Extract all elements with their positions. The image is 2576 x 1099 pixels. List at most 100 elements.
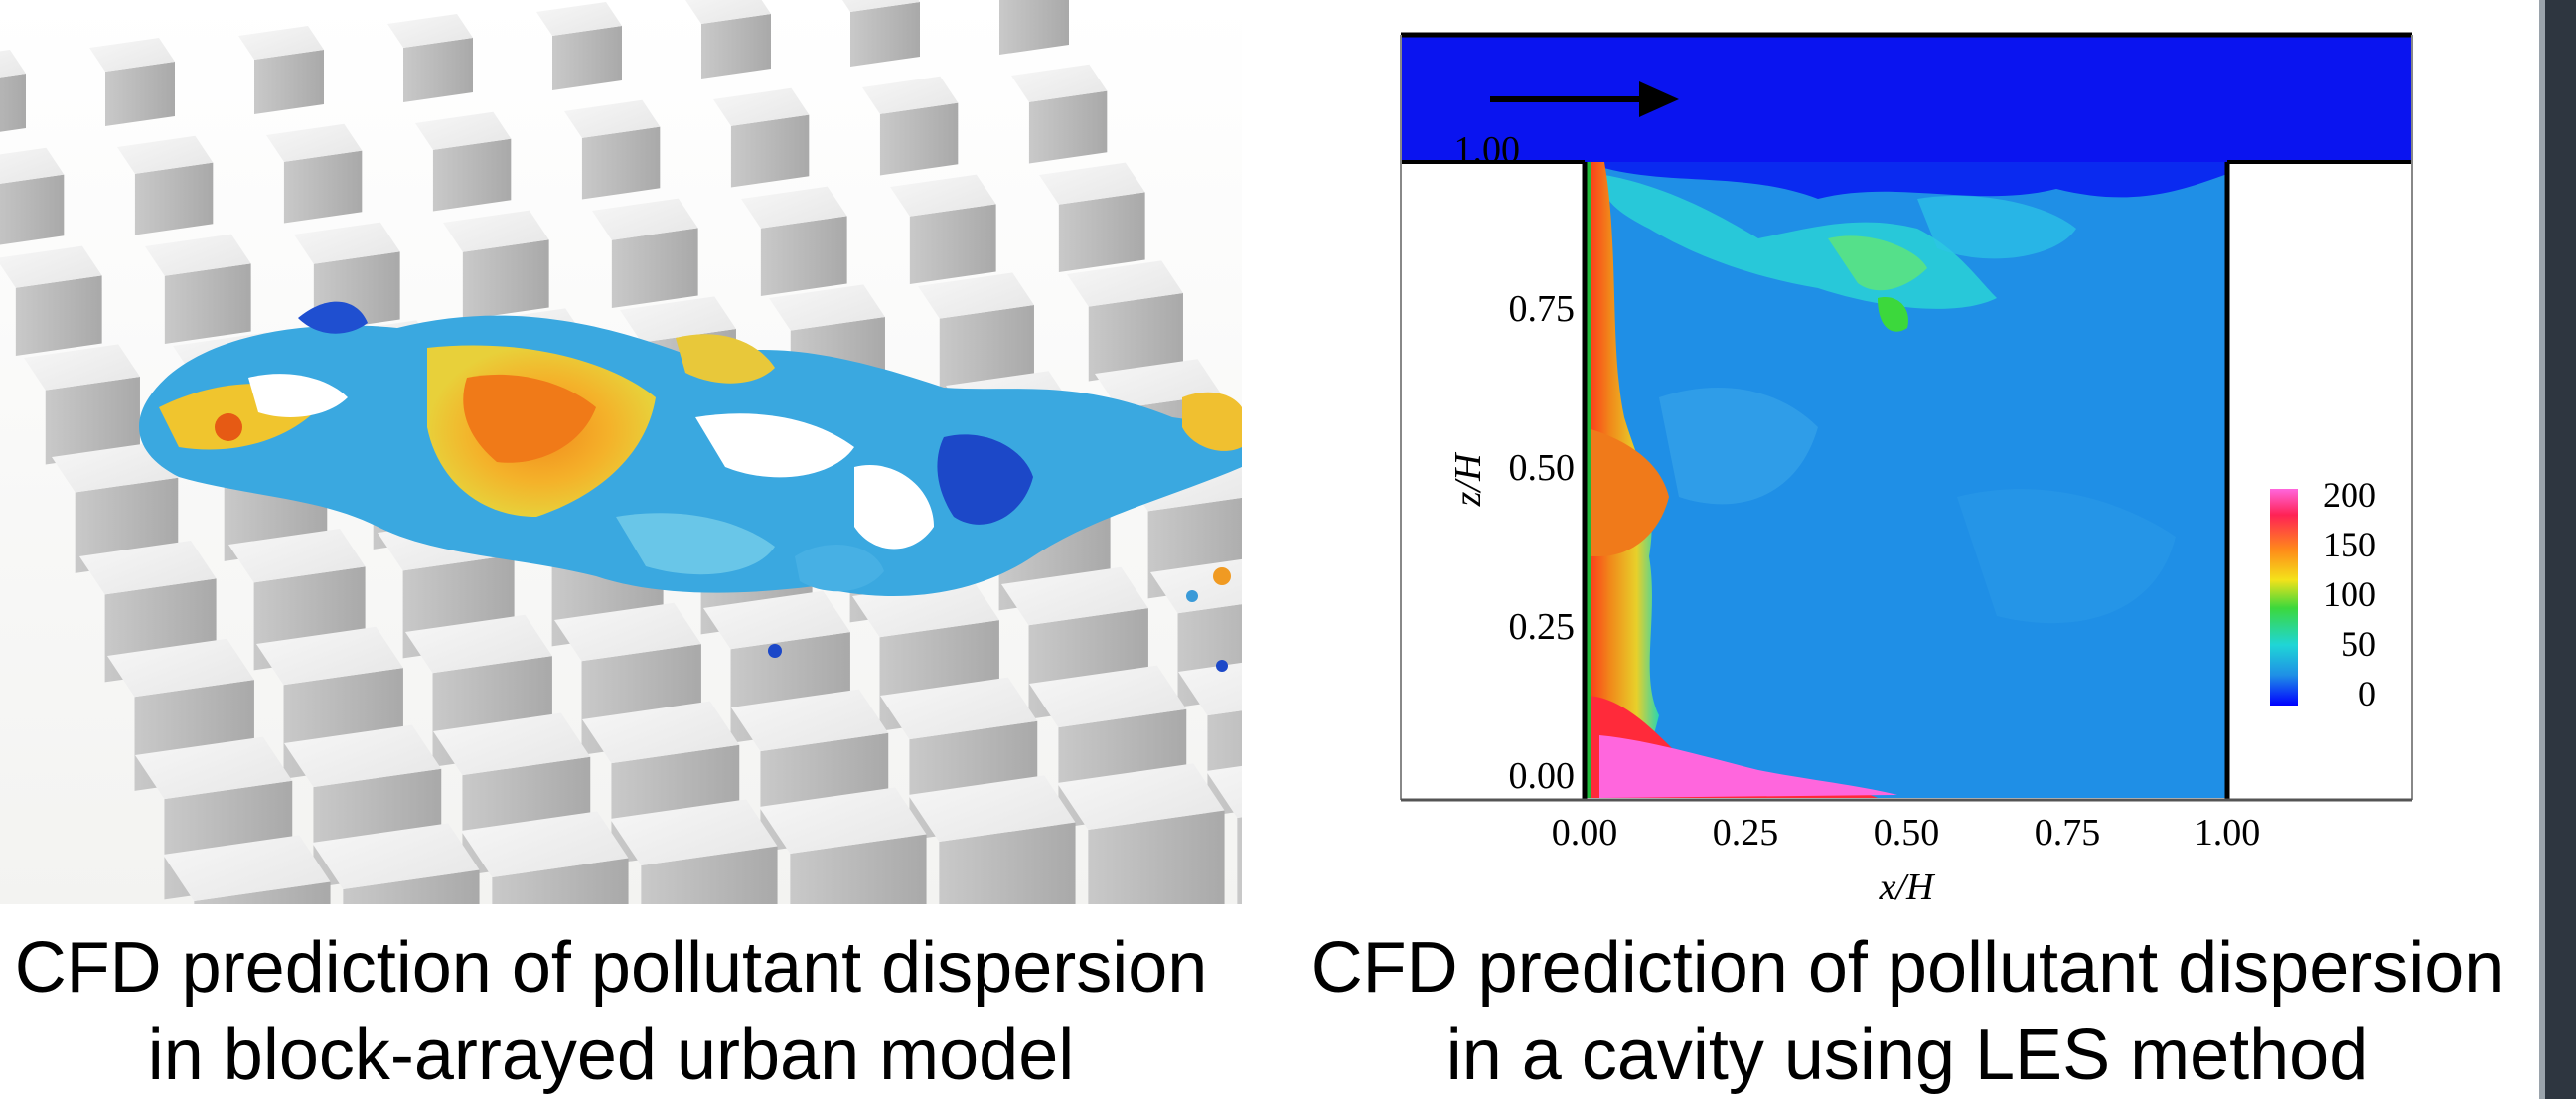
building-block-top: [741, 186, 847, 229]
building-block-top: [842, 0, 920, 12]
building-block-side: [1058, 192, 1145, 272]
building-block-top: [145, 234, 251, 276]
slide-edge-highlight: [2539, 0, 2545, 1099]
building-block-top: [713, 87, 810, 126]
building-block-side: [105, 62, 175, 126]
building-block-top: [24, 344, 140, 391]
building-block-top: [610, 799, 778, 866]
building-block-top: [620, 296, 736, 343]
building-block-side: [581, 126, 661, 200]
building-block-top: [1067, 260, 1183, 307]
left-caption: CFD prediction of pollutant dispersion i…: [0, 924, 1242, 1099]
left-caption-line2: in block-arrayed urban model: [147, 1016, 1075, 1095]
building-block-side: [462, 239, 549, 320]
building-block-top: [862, 76, 959, 114]
building-block-top: [52, 442, 179, 493]
building-block-top: [1001, 566, 1148, 626]
building-block-side: [552, 26, 622, 90]
building-block-top: [536, 2, 622, 36]
x-tick-label: 0.25: [1713, 812, 1779, 854]
building-block-side: [283, 150, 363, 224]
x-axis-label: x/H: [1879, 866, 1936, 908]
building-block-side: [939, 305, 1034, 393]
right-caption-line2: in a cavity using LES method: [1445, 1016, 2369, 1095]
building-block-top: [769, 284, 885, 331]
building-block-side: [15, 275, 102, 356]
building-block-side: [999, 0, 1069, 55]
building-block-top: [582, 701, 740, 764]
x-tick-label: 1.00: [2195, 812, 2261, 854]
x-tick-label: 0.00: [1552, 812, 1618, 854]
building-block-top: [443, 210, 549, 252]
building-block-top: [79, 541, 217, 595]
building-block-top: [0, 245, 102, 288]
building-block-top: [228, 529, 366, 583]
building-block-side: [432, 138, 512, 212]
building-block-side: [1028, 90, 1108, 164]
building-block-side: [879, 102, 959, 176]
building-block-top: [564, 99, 661, 138]
building-block-top: [1011, 64, 1108, 102]
y-tick-label: 1.00: [1454, 129, 1521, 171]
x-tick-label: 0.75: [2035, 812, 2101, 854]
building-block-top: [554, 602, 701, 662]
building-block-top: [256, 626, 403, 686]
building-block-side: [134, 162, 214, 236]
building-block-top: [89, 38, 175, 72]
building-block-top: [433, 712, 591, 776]
y-axis-label: z/H: [1447, 451, 1489, 507]
colorbar-ticks: 200 150 100 50 0: [2323, 475, 2376, 713]
building-block-top: [685, 0, 771, 24]
colorbar: [2270, 489, 2298, 706]
x-axis-ticks: 0.00 0.25 0.50 0.75 1.00: [1552, 812, 2261, 854]
slide-edge-bar: [2545, 0, 2576, 1099]
right-caption: CFD prediction of pollutant dispersion i…: [1262, 924, 2553, 1099]
building-block-side: [909, 204, 996, 284]
building-block-top: [405, 614, 552, 674]
building-block-side: [701, 14, 771, 78]
building-block-top: [294, 222, 400, 264]
colorbar-tick-label: 150: [2323, 525, 2376, 564]
building-block-side: [1088, 293, 1183, 382]
arrow-head-icon: [1639, 81, 1679, 117]
building-block-top: [266, 123, 363, 162]
colorbar-tick-label: 50: [2341, 624, 2376, 664]
building-block-side: [254, 50, 324, 114]
building-block-top: [238, 26, 324, 60]
building-block-top: [918, 272, 1034, 319]
building-block-top: [284, 724, 442, 788]
building-block-top: [1039, 162, 1145, 205]
building-block-side: [45, 377, 140, 465]
y-tick-label: 0.25: [1509, 606, 1576, 648]
y-tick-label: 0.00: [1509, 755, 1576, 797]
urban-model-visualization: [0, 0, 1374, 1009]
building-block-top: [880, 677, 1038, 740]
building-block-side: [850, 2, 920, 67]
building-block-top: [107, 638, 254, 698]
building-block-side: [611, 228, 698, 308]
building-block-top: [731, 689, 889, 752]
building-block-top: [890, 174, 996, 217]
building-block-top: [312, 823, 480, 890]
building-block-top: [0, 147, 65, 184]
building-block-top: [135, 736, 293, 800]
colorbar-tick-label: 200: [2323, 475, 2376, 515]
building-block-top: [415, 111, 512, 150]
building-block-top: [0, 50, 26, 78]
building-block-side: [0, 74, 26, 132]
building-block-top: [1057, 763, 1225, 831]
left-caption-line1: CFD prediction of pollutant dispersion: [14, 928, 1208, 1008]
building-block-side: [164, 263, 251, 344]
building-block-side: [760, 216, 847, 296]
cavity-plot-svg: 1.00 0.75 0.50 0.25 0.00 z/H 0.00 0.25 0…: [1400, 32, 2413, 908]
building-block-top: [703, 590, 850, 650]
cavity-les-plot: 1.00 0.75 0.50 0.25 0.00 z/H 0.00 0.25 0…: [1361, 0, 2454, 934]
building-block-top: [387, 14, 473, 48]
y-tick-label: 0.50: [1509, 447, 1576, 489]
y-tick-label: 0.75: [1509, 288, 1576, 330]
right-caption-line1: CFD prediction of pollutant dispersion: [1310, 928, 2504, 1008]
building-block-top: [163, 835, 331, 902]
y-axis-ticks: 1.00 0.75 0.50 0.25 0.00: [1454, 129, 1576, 797]
building-block-side: [0, 174, 65, 245]
building-block-top: [908, 775, 1076, 843]
